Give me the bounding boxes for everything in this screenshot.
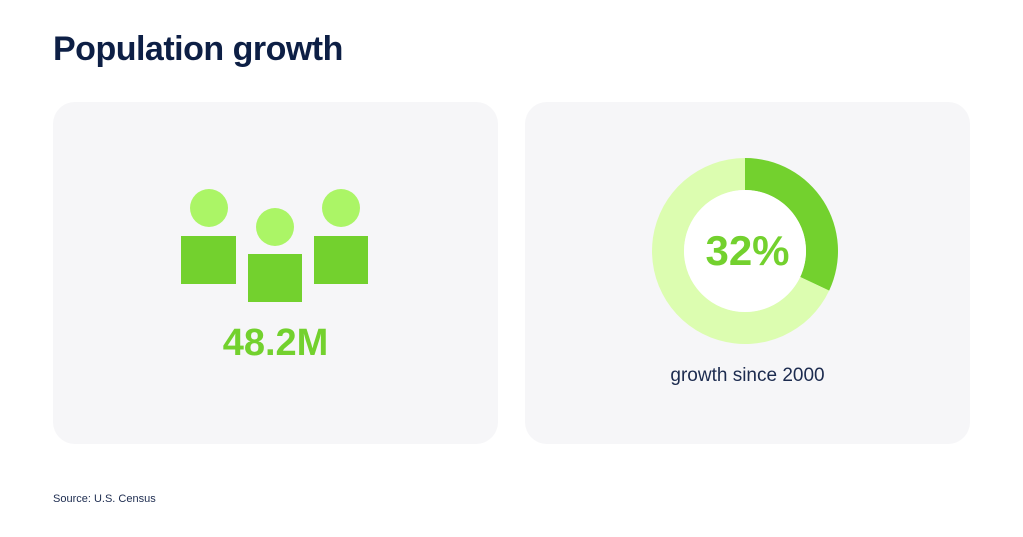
person-head (256, 208, 294, 246)
donut-center-label: 32% (705, 227, 790, 274)
page-title: Population growth (53, 30, 343, 68)
source-note: Source: U.S. Census (53, 493, 156, 505)
population-card: 48.2M (53, 102, 498, 444)
donut-inner (684, 190, 806, 312)
person-head (322, 189, 360, 227)
population-value: 48.2M (222, 322, 329, 364)
person-head (190, 189, 228, 227)
person-body (248, 254, 302, 302)
donut-caption: growth since 2000 (670, 365, 825, 386)
person-body (181, 236, 236, 284)
donut-chart (652, 158, 838, 344)
growth-card: 32% growth since 2000 (525, 102, 970, 444)
donut-slice-remainder (652, 158, 830, 344)
donut-slice-growth (745, 158, 838, 291)
person-body (314, 236, 368, 284)
people-icon (181, 189, 368, 302)
